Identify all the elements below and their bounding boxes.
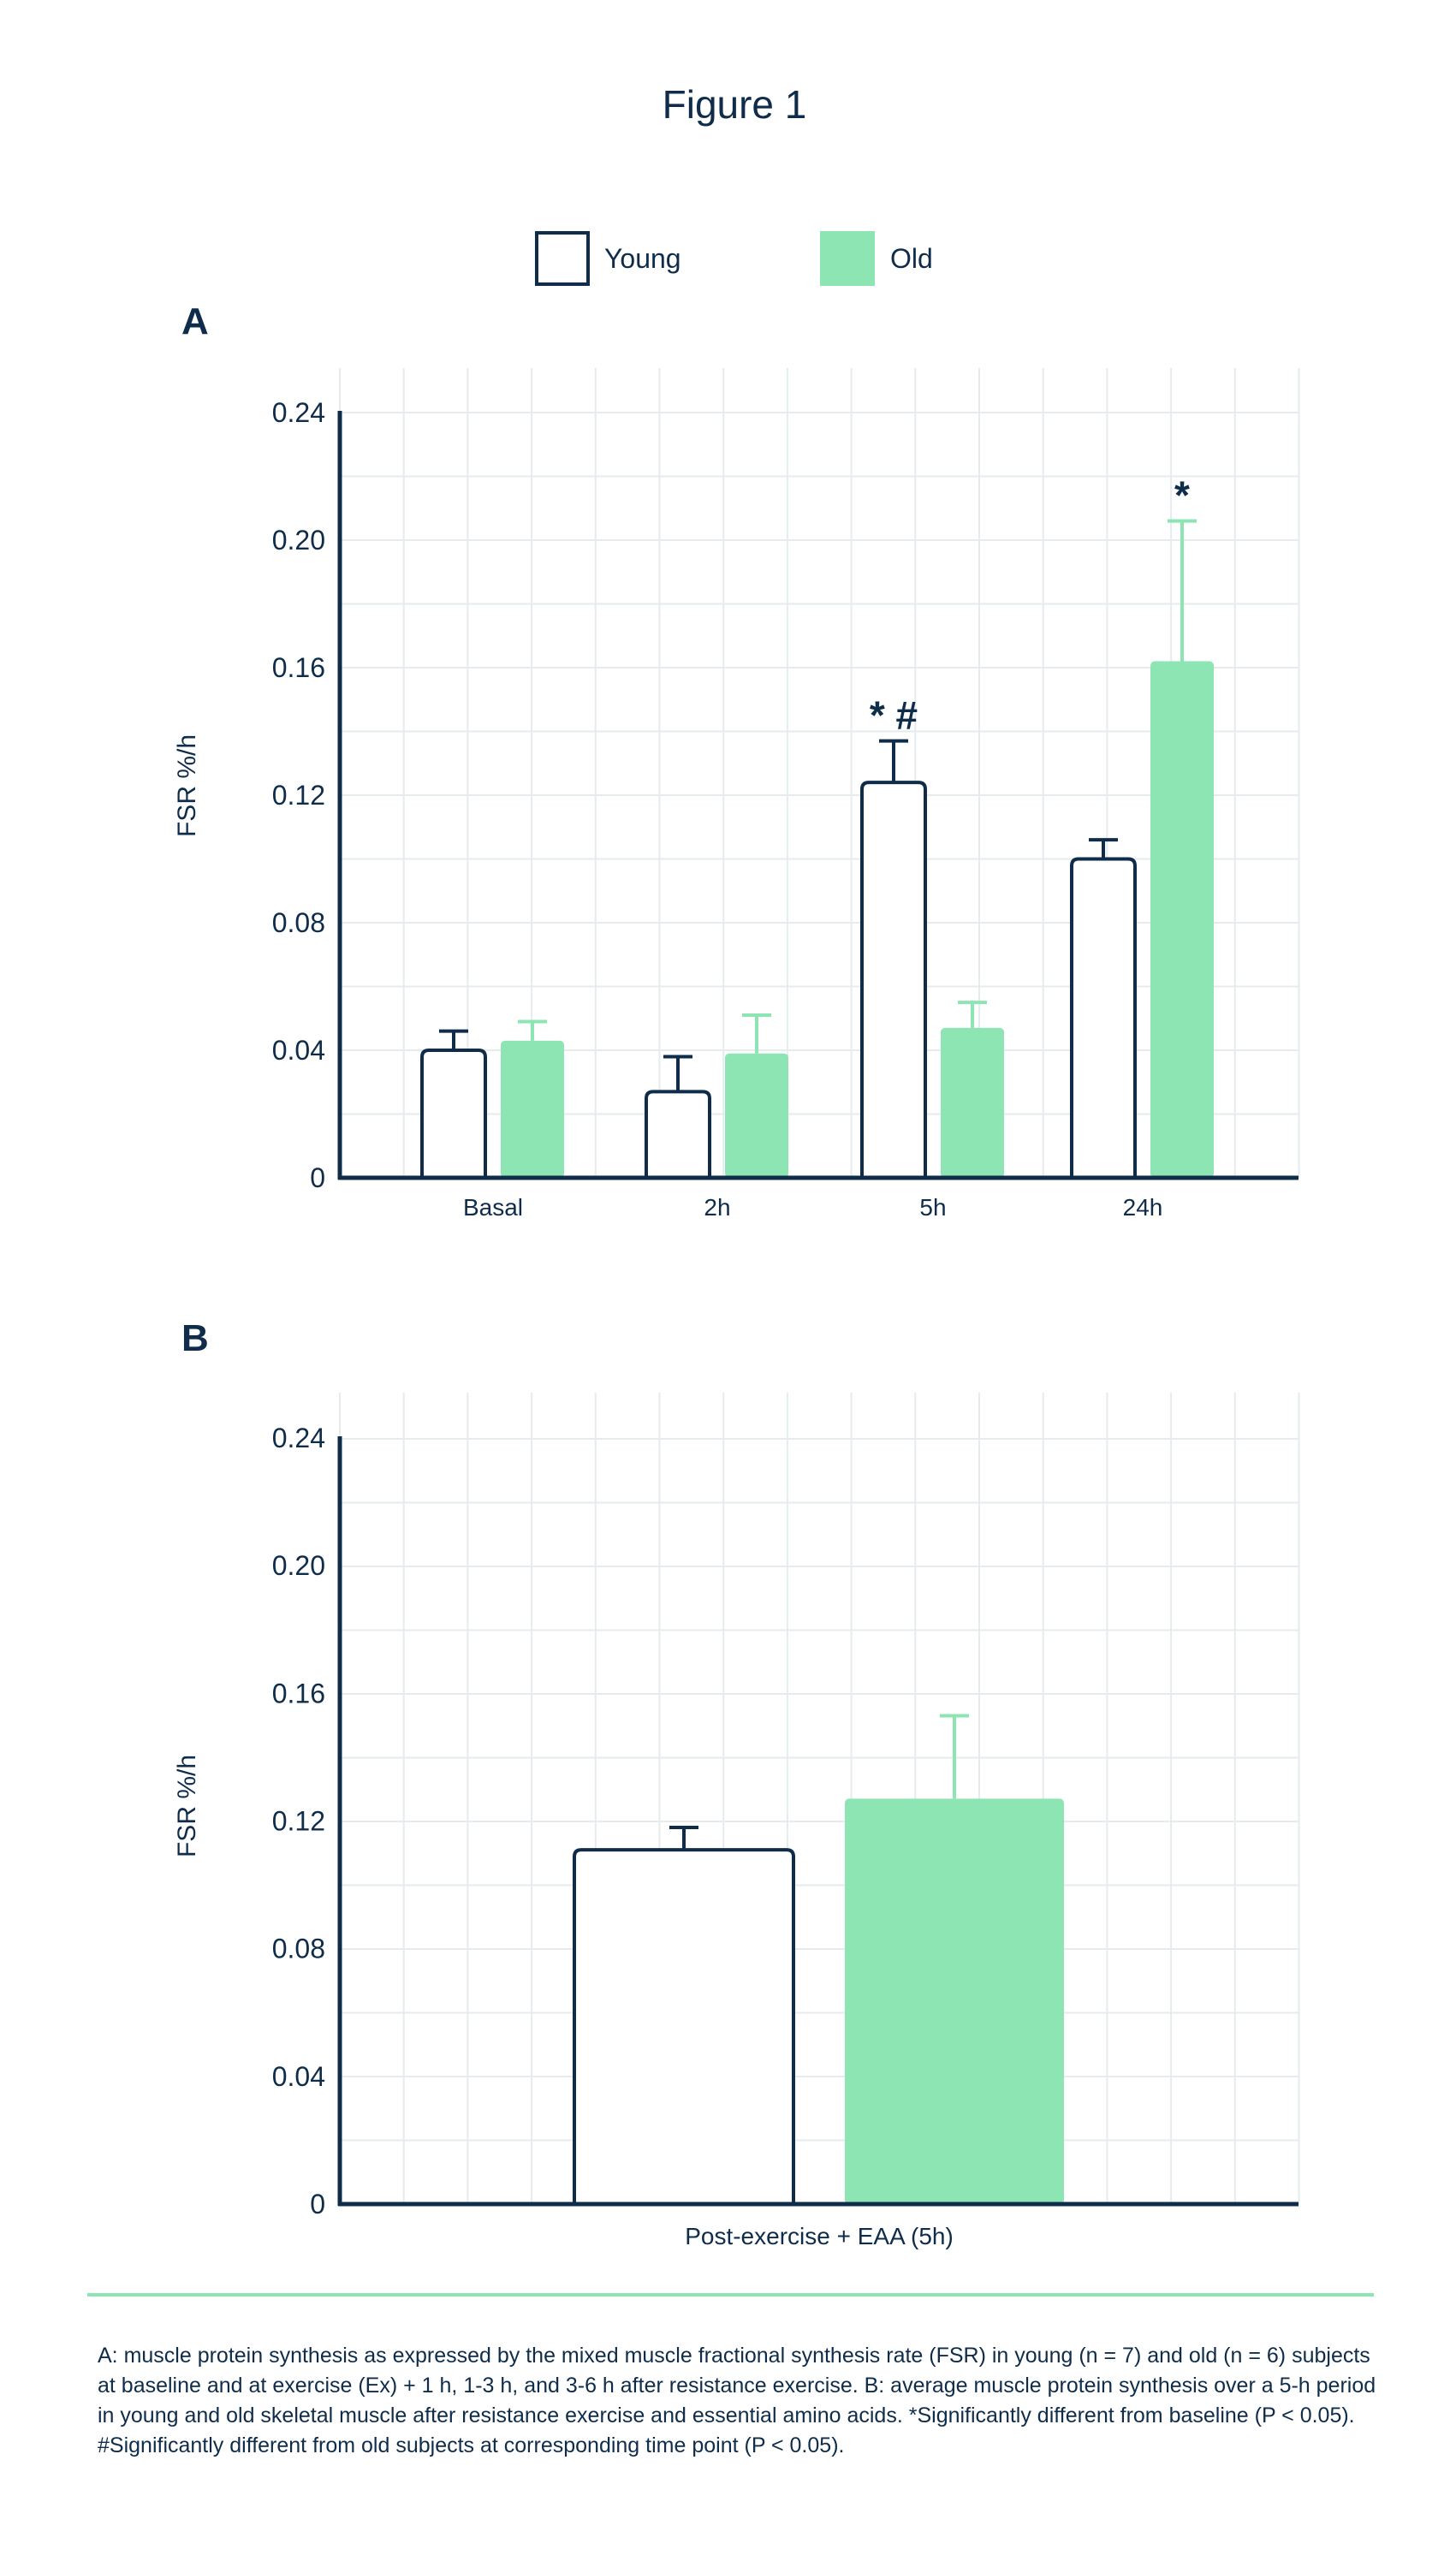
panel-a-y-tick-label: 0.08 <box>272 907 325 938</box>
panel-a-y-tick-label: 0.20 <box>272 525 325 556</box>
panel-a-bar-old <box>941 1027 1004 1178</box>
panel-a-label: A <box>181 300 209 342</box>
panel-a-y-tick-label: 0.04 <box>272 1035 325 1066</box>
figure-caption: A: muscle protein synthesis as expressed… <box>98 2344 1376 2457</box>
panel-b-y-tick-label: 0 <box>310 2189 325 2219</box>
panel-b-bar-young <box>573 1848 795 2204</box>
panel-b-y-tick-label: 0.08 <box>272 1934 325 1964</box>
panel-a-x-tick-label: 24h <box>1123 1194 1163 1221</box>
panel-a-x-tick-label: Basal <box>463 1194 523 1221</box>
figure-title: Figure 1 <box>663 82 807 127</box>
panel-a-y-tick-label: 0 <box>310 1162 325 1193</box>
panel-b-bar-old <box>845 1798 1064 2204</box>
panel-b-y-axis-label: FSR %/h <box>173 1755 201 1857</box>
panel-a-y-tick-label: 0.24 <box>272 397 325 428</box>
panel-a-bar-young <box>1070 857 1137 1178</box>
panel-a-bar-young <box>860 781 927 1178</box>
panel-a-bar-old <box>501 1040 564 1178</box>
panel-b-label: B <box>181 1317 209 1359</box>
panel-a: A FSR %/h 0 0.04 0.08 0.12 0.16 0.20 0.24 Basal… <box>173 300 1300 1221</box>
legend-young-swatch <box>535 231 590 286</box>
panel-a-bar-old <box>1150 661 1214 1178</box>
panel-a-significance-marker: * <box>1174 473 1190 518</box>
panel-b-y-tick-label: 0.24 <box>272 1423 325 1453</box>
legend: Young Old <box>535 231 933 286</box>
panel-a-x-tick-label: 5h <box>919 1194 946 1221</box>
panel-a-y-axis-label: FSR %/h <box>173 734 201 837</box>
legend-old-label: Old <box>890 243 933 274</box>
panel-b-x-tick-label: Post-exercise + EAA (5h) <box>685 2223 954 2249</box>
panel-a-y-tick-label: 0.12 <box>272 780 325 811</box>
panel-b-y-tick-label: 0.16 <box>272 1678 325 1708</box>
panel-a-bar-young <box>645 1090 711 1178</box>
panel-a-bar-old <box>725 1053 788 1178</box>
panel-a-significance-marker: * # <box>870 693 918 738</box>
panel-b: B FSR %/h 0 0.04 0.08 0.12 0.16 0.20 0.24 Post-… <box>173 1317 1300 2249</box>
panel-a-x-tick-label: 2h <box>704 1194 730 1221</box>
legend-young-label: Young <box>604 243 681 274</box>
legend-old-swatch <box>820 231 875 286</box>
panel-b-y-tick-label: 0.20 <box>272 1550 325 1581</box>
panel-a-bar-young <box>420 1049 487 1178</box>
panel-b-y-tick-label: 0.04 <box>272 2061 325 2092</box>
panel-b-y-tick-label: 0.12 <box>272 1806 325 1837</box>
panel-b-grid <box>339 1393 1300 2205</box>
panel-a-y-tick-label: 0.16 <box>272 652 325 683</box>
